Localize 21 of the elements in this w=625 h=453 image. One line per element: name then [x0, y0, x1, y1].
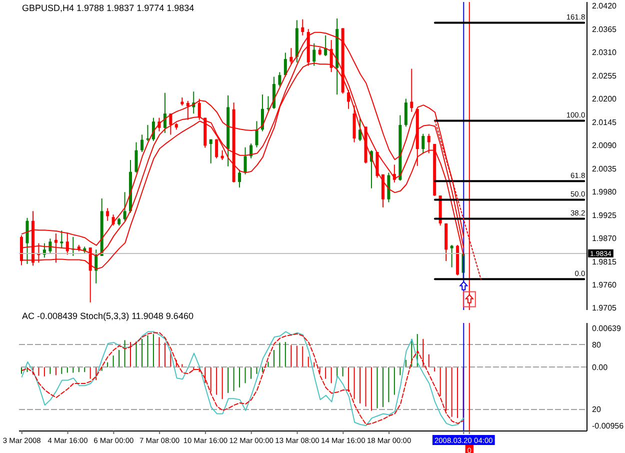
y-tick-label: 1.9980: [592, 188, 618, 197]
y-tick-label: 2.0145: [592, 118, 618, 127]
chart-title: AC -0.008439 Stoch(5,3,3) 11.9048 9.6460: [22, 311, 194, 321]
y-tick-label: 1.9815: [592, 257, 618, 266]
y2-tick-label: -0.00956: [592, 422, 624, 431]
y-tick-label: 1.9925: [592, 210, 618, 220]
y-tick-label: 2.0310: [592, 48, 618, 58]
ref-line-label: 0.00: [592, 363, 608, 372]
y-tick-label: 2.0255: [592, 71, 618, 80]
y-tick-label: 2.0200: [592, 94, 618, 104]
y-tick-label: 1.9870: [592, 234, 618, 244]
y-tick-label: 2.0365: [592, 24, 618, 34]
y-tick-label: 80: [592, 340, 602, 350]
y2-tick-label: 0.00639: [592, 324, 622, 333]
y-tick-label: 20: [592, 405, 602, 414]
y-tick-label: 1.9705: [592, 304, 618, 313]
y-tick-label: 2.0090: [592, 141, 618, 150]
y-tick-label: 2.0420: [592, 2, 618, 11]
chart-title: GBPUSD,H4 1.9788 1.9837 1.9774 1.9834: [22, 3, 194, 13]
y-tick-label: 1.9760: [592, 280, 618, 290]
y-tick-label: 2.0035: [592, 164, 618, 174]
